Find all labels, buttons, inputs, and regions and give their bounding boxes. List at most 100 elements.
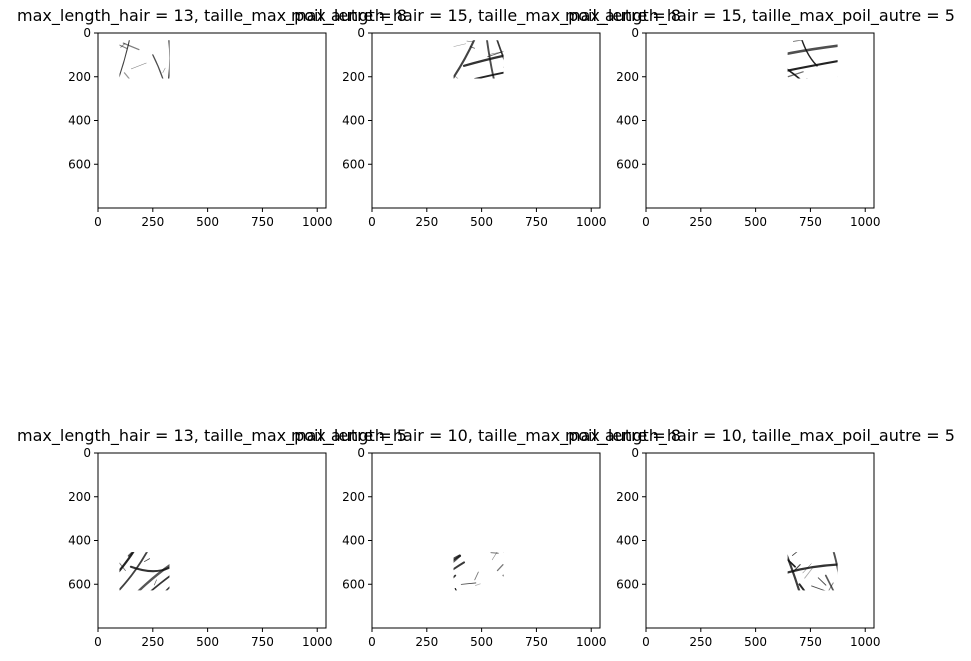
hair-stroke	[137, 564, 170, 591]
hair-fragment	[792, 40, 804, 42]
subplot-title: max_length_hair = 10, taille_max_poil_au…	[291, 426, 681, 446]
x-tick-label: 250	[141, 635, 164, 649]
x-tick-label: 750	[251, 635, 274, 649]
hair-stroke	[787, 59, 838, 72]
hair-stroke	[119, 552, 135, 573]
hair-image	[119, 552, 170, 591]
x-tick-label: 250	[415, 635, 438, 649]
x-tick-label: 500	[470, 215, 493, 229]
hair-stroke	[787, 44, 838, 56]
y-tick-label: 0	[631, 26, 639, 40]
hair-fragment	[144, 558, 151, 562]
y-tick-label: 400	[68, 534, 91, 548]
image-area	[646, 33, 874, 208]
hair-fragment	[792, 564, 801, 573]
hair-stroke	[150, 575, 170, 591]
hair-stroke	[462, 54, 504, 67]
y-tick-label: 200	[68, 490, 91, 504]
y-tick-label: 600	[616, 577, 639, 591]
hair-fragment	[817, 577, 827, 586]
x-tick-label: 250	[141, 215, 164, 229]
x-tick-label: 1000	[576, 215, 607, 229]
subplot-3: 0 250 500 750 1000 0 200 400 600	[616, 26, 880, 229]
x-tick-label: 0	[94, 215, 102, 229]
x-tick-label: 1000	[302, 215, 333, 229]
y-tick-label: 200	[68, 70, 91, 84]
x-tick-label: 1000	[302, 635, 333, 649]
x-tick-label: 500	[744, 215, 767, 229]
hair-fragment	[490, 552, 499, 554]
y-tick-label: 600	[68, 577, 91, 591]
hair-stroke	[496, 40, 504, 61]
hair-fragment	[802, 563, 812, 574]
hair-fragment	[123, 72, 130, 79]
y-tick-label: 400	[616, 114, 639, 128]
hair-fragment	[466, 40, 473, 42]
y-tick-label: 0	[631, 446, 639, 460]
y-tick-label: 200	[616, 490, 639, 504]
hair-stroke	[474, 71, 504, 79]
y-tick-label: 400	[342, 534, 365, 548]
hair-stroke	[453, 554, 461, 563]
hair-fragment	[454, 75, 459, 79]
hair-fragment	[811, 585, 826, 591]
x-tick-label: 250	[689, 635, 712, 649]
x-tick-label: 0	[368, 215, 376, 229]
x-tick-label: 750	[799, 215, 822, 229]
hair-fragment	[122, 42, 140, 51]
hair-image	[453, 40, 504, 79]
y-tick-label: 0	[357, 26, 365, 40]
hair-image	[119, 40, 170, 79]
x-tick-label: 0	[94, 635, 102, 649]
hair-stroke	[787, 558, 796, 568]
y-tick-label: 600	[68, 157, 91, 171]
hair-fragment	[469, 46, 475, 49]
hair-fragment	[453, 43, 467, 47]
y-tick-label: 600	[342, 157, 365, 171]
hair-fragment	[154, 579, 157, 586]
y-tick-label: 0	[83, 446, 91, 460]
hair-stroke	[152, 54, 164, 79]
x-tick-label: 750	[525, 635, 548, 649]
hair-stroke	[453, 40, 476, 79]
y-tick-label: 600	[616, 157, 639, 171]
hair-fragment	[474, 571, 479, 581]
x-tick-label: 0	[368, 635, 376, 649]
image-area	[98, 453, 326, 628]
y-tick-label: 400	[616, 534, 639, 548]
hair-stroke	[832, 552, 838, 573]
y-tick-label: 400	[68, 114, 91, 128]
hair-stroke	[801, 40, 818, 67]
hair-fragment	[119, 44, 128, 49]
subplot-6: 0 250 500 750 1000 0 200 400 600	[616, 446, 880, 649]
y-tick-label: 200	[616, 70, 639, 84]
y-tick-label: 600	[342, 577, 365, 591]
y-tick-label: 200	[342, 490, 365, 504]
hair-fragment	[487, 51, 503, 58]
subplot-4: 0 250 500 750 1000 0 200 400 600	[68, 446, 333, 649]
hair-image	[787, 40, 838, 79]
hair-fragment	[496, 564, 504, 572]
x-tick-label: 1000	[576, 635, 607, 649]
hair-image	[787, 552, 838, 591]
x-tick-label: 1000	[850, 635, 881, 649]
x-tick-label: 500	[196, 635, 219, 649]
subplot-title: max_length_hair = 13, taille_max_poil_au…	[17, 426, 407, 446]
hair-stroke	[824, 574, 835, 591]
subplot-2: 0 250 500 750 1000 0 200 400 600	[342, 26, 607, 229]
hair-stroke	[119, 552, 148, 591]
hair-stroke	[798, 583, 806, 591]
image-area	[98, 33, 326, 208]
subplot-title: max_length_hair = 13, taille_max_poil_au…	[17, 6, 407, 26]
hair-fragment	[475, 583, 481, 586]
hair-stroke	[119, 40, 130, 78]
y-tick-label: 0	[357, 446, 365, 460]
image-area	[372, 453, 600, 628]
subplot-title: max_length_hair = 10, taille_max_poil_au…	[565, 426, 955, 446]
x-tick-label: 750	[525, 215, 548, 229]
x-tick-label: 500	[196, 215, 219, 229]
hair-fragment	[130, 62, 147, 70]
x-tick-label: 250	[415, 215, 438, 229]
hair-fragment	[162, 67, 166, 73]
